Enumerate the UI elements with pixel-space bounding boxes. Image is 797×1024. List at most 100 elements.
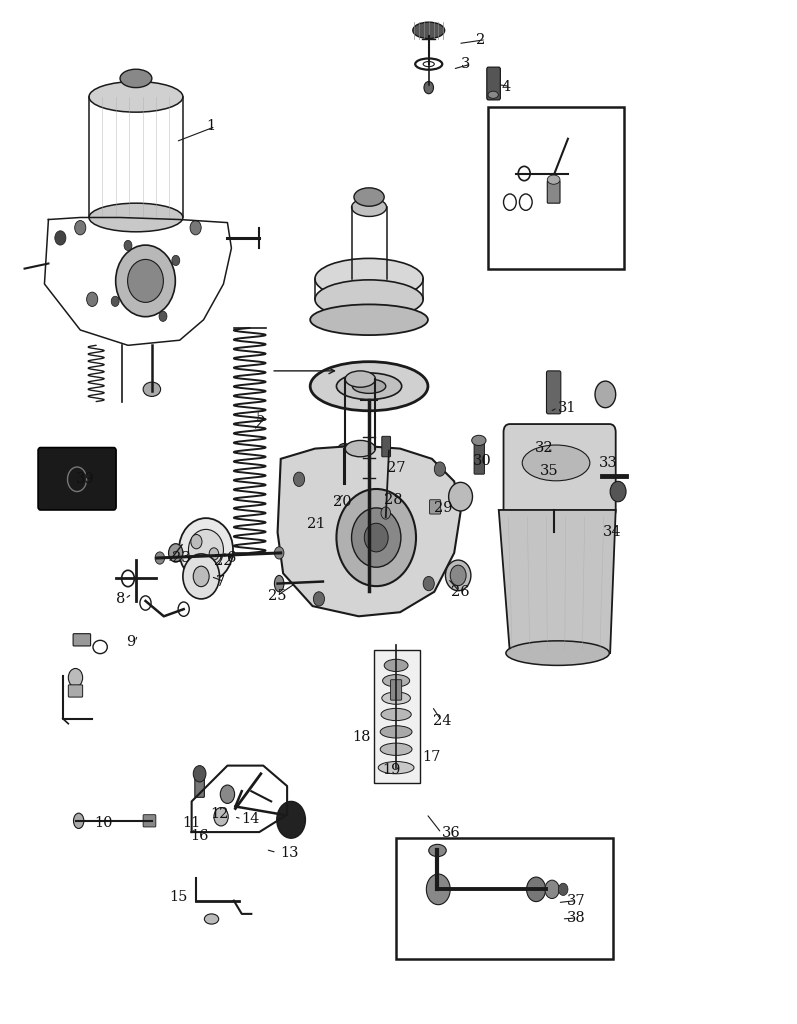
FancyBboxPatch shape xyxy=(391,680,402,700)
Ellipse shape xyxy=(116,245,175,316)
Text: 23: 23 xyxy=(171,551,190,565)
FancyBboxPatch shape xyxy=(430,500,441,514)
Ellipse shape xyxy=(381,709,411,721)
Ellipse shape xyxy=(413,23,445,39)
Circle shape xyxy=(190,220,201,234)
Circle shape xyxy=(169,544,183,562)
Ellipse shape xyxy=(379,762,414,774)
Text: 20: 20 xyxy=(333,495,352,509)
Ellipse shape xyxy=(429,845,446,857)
Circle shape xyxy=(277,802,305,839)
Circle shape xyxy=(426,874,450,904)
Text: 5: 5 xyxy=(255,411,265,425)
Ellipse shape xyxy=(310,361,428,411)
Ellipse shape xyxy=(128,259,163,302)
Text: 2: 2 xyxy=(477,33,485,46)
Ellipse shape xyxy=(183,554,219,599)
Text: 15: 15 xyxy=(170,890,188,903)
FancyBboxPatch shape xyxy=(69,685,83,697)
FancyBboxPatch shape xyxy=(489,108,624,268)
FancyBboxPatch shape xyxy=(547,371,561,414)
Text: 28: 28 xyxy=(384,493,402,507)
Circle shape xyxy=(545,881,559,898)
Ellipse shape xyxy=(548,175,560,184)
FancyBboxPatch shape xyxy=(474,443,485,474)
Circle shape xyxy=(336,477,352,498)
Ellipse shape xyxy=(89,82,183,113)
FancyBboxPatch shape xyxy=(396,839,613,958)
FancyBboxPatch shape xyxy=(194,773,204,798)
Ellipse shape xyxy=(143,382,161,396)
Text: 3: 3 xyxy=(461,57,470,71)
Circle shape xyxy=(595,381,616,408)
Circle shape xyxy=(159,311,167,322)
Circle shape xyxy=(527,878,546,901)
FancyBboxPatch shape xyxy=(382,436,391,457)
Ellipse shape xyxy=(488,91,498,98)
Text: 39: 39 xyxy=(77,472,95,486)
Ellipse shape xyxy=(506,641,610,666)
Circle shape xyxy=(112,296,120,306)
Text: 22: 22 xyxy=(214,554,233,568)
Ellipse shape xyxy=(89,203,183,231)
Text: 7: 7 xyxy=(215,574,225,589)
FancyBboxPatch shape xyxy=(548,180,560,203)
Circle shape xyxy=(424,82,434,94)
Ellipse shape xyxy=(382,692,410,705)
Text: 21: 21 xyxy=(307,517,325,531)
Circle shape xyxy=(214,808,228,826)
Polygon shape xyxy=(277,445,461,616)
Ellipse shape xyxy=(315,280,423,318)
Ellipse shape xyxy=(310,304,428,335)
Circle shape xyxy=(55,230,66,245)
FancyBboxPatch shape xyxy=(487,68,501,100)
Ellipse shape xyxy=(351,198,387,216)
FancyBboxPatch shape xyxy=(73,634,91,646)
Text: 38: 38 xyxy=(567,911,586,925)
Ellipse shape xyxy=(274,575,284,592)
Text: 25: 25 xyxy=(268,589,286,603)
Ellipse shape xyxy=(336,489,416,586)
Circle shape xyxy=(549,527,560,542)
Circle shape xyxy=(140,596,151,610)
Circle shape xyxy=(381,507,391,519)
Ellipse shape xyxy=(345,440,375,457)
FancyBboxPatch shape xyxy=(38,447,116,510)
Ellipse shape xyxy=(315,258,423,299)
Text: 6: 6 xyxy=(227,551,237,565)
Text: 1: 1 xyxy=(206,120,215,133)
Text: 18: 18 xyxy=(352,730,371,744)
Text: 32: 32 xyxy=(536,440,554,455)
Circle shape xyxy=(293,472,304,486)
Ellipse shape xyxy=(204,913,218,924)
Circle shape xyxy=(220,785,234,804)
Ellipse shape xyxy=(188,529,223,570)
Ellipse shape xyxy=(352,379,386,393)
Text: 14: 14 xyxy=(241,812,259,825)
Ellipse shape xyxy=(522,445,590,481)
Circle shape xyxy=(155,552,165,564)
Text: 16: 16 xyxy=(190,829,209,843)
FancyBboxPatch shape xyxy=(504,424,616,518)
Circle shape xyxy=(423,577,434,591)
Circle shape xyxy=(124,241,132,251)
FancyBboxPatch shape xyxy=(143,815,156,827)
Text: 30: 30 xyxy=(473,454,492,468)
Circle shape xyxy=(209,548,218,560)
Text: 10: 10 xyxy=(95,816,113,829)
Ellipse shape xyxy=(364,523,388,552)
Text: 29: 29 xyxy=(434,501,453,515)
Text: 8: 8 xyxy=(116,592,125,606)
Ellipse shape xyxy=(338,443,351,454)
Text: 13: 13 xyxy=(281,846,299,859)
Ellipse shape xyxy=(380,743,412,756)
Circle shape xyxy=(178,602,189,616)
Circle shape xyxy=(559,884,568,895)
Circle shape xyxy=(69,669,83,687)
Circle shape xyxy=(313,592,324,606)
Text: 33: 33 xyxy=(599,456,618,470)
Ellipse shape xyxy=(472,435,486,445)
Circle shape xyxy=(434,462,446,476)
Ellipse shape xyxy=(120,70,152,88)
Ellipse shape xyxy=(449,482,473,511)
